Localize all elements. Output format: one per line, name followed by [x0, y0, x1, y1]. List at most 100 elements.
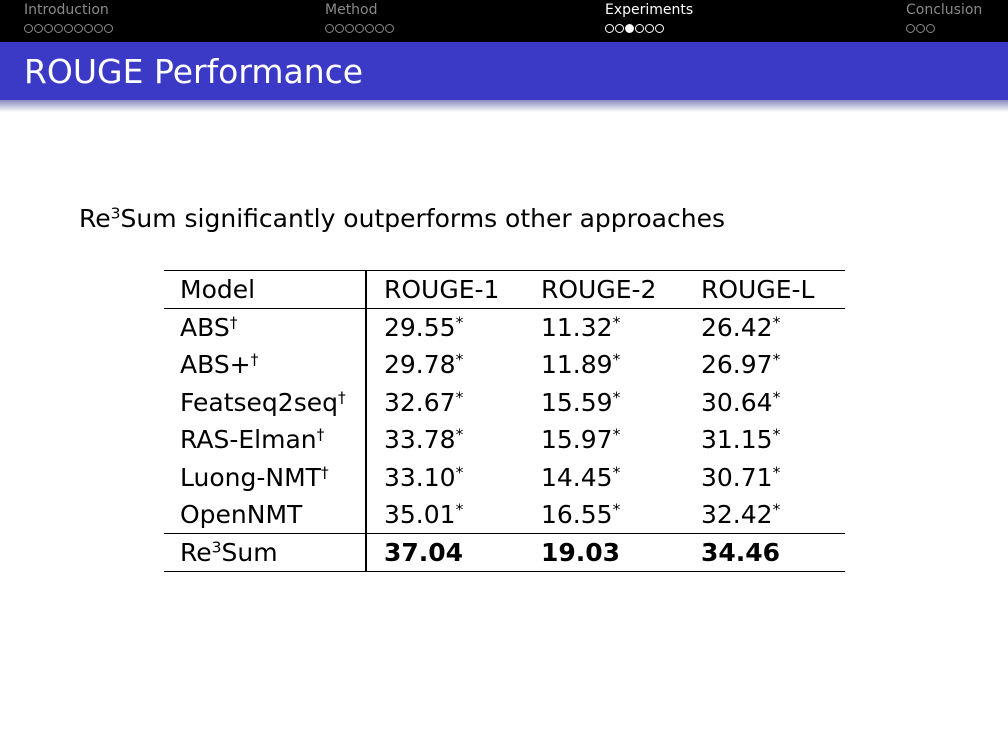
rouge-2-cell: 19.03 [541, 537, 621, 567]
nav-label[interactable]: Conclusion [906, 2, 983, 18]
rouge-results-table: Model ROUGE-1 ROUGE-2 ROUGE-L ABS† 29.55… [164, 270, 845, 572]
slide-dot[interactable] [104, 24, 113, 33]
significance-mark: * [772, 388, 781, 407]
model-name: Luong-NMT [180, 462, 321, 492]
lead-rest: Sum significantly outperforms other appr… [120, 204, 725, 233]
header-model: Model [164, 270, 367, 309]
slide-dot[interactable] [54, 24, 63, 33]
slide-dot[interactable] [64, 24, 73, 33]
slide-dot[interactable] [74, 24, 83, 33]
slide-dot[interactable] [375, 24, 384, 33]
table-header-row: Model ROUGE-1 ROUGE-2 ROUGE-L [164, 270, 845, 309]
slide-dot[interactable] [355, 24, 364, 33]
slide-dot[interactable] [94, 24, 103, 33]
nav-label[interactable]: Introduction [24, 2, 109, 18]
value: 16.55 [541, 500, 613, 530]
nav-section-introduction[interactable]: Introduction [24, 2, 113, 33]
significance-mark: * [772, 463, 781, 482]
rouge-2-cell: 16.55* [525, 496, 685, 534]
slide-dot[interactable] [635, 24, 644, 33]
model-cell: ABS+† [164, 345, 367, 384]
significance-mark: * [612, 350, 621, 369]
model-cell: ABS† [164, 308, 367, 346]
rouge-l-cell: 31.15* [685, 421, 845, 459]
nav-section-method[interactable]: Method [325, 2, 394, 33]
slide-dot[interactable] [645, 24, 654, 33]
value: 32.42 [701, 500, 773, 530]
table-row: Luong-NMT† 33.10* 14.45* 30.71* [164, 458, 845, 497]
significance-mark: * [612, 388, 621, 407]
slide-dot[interactable] [906, 24, 915, 33]
slide-dot[interactable] [655, 24, 664, 33]
lead-statement: Re3Sum significantly outperforms other a… [79, 203, 725, 235]
slide-dot[interactable] [24, 24, 33, 33]
slide-dot[interactable] [926, 24, 935, 33]
slide-title: ROUGE Performance [24, 52, 364, 91]
value: 14.45 [541, 462, 613, 492]
rouge-1-cell: 32.67* [366, 383, 525, 421]
table-row: ABS+† 29.78* 11.89* 26.97* [164, 345, 845, 384]
slide-dot[interactable] [605, 24, 614, 33]
rouge-1-cell: 33.10* [366, 458, 525, 496]
nav-section-experiments[interactable]: Experiments [605, 2, 693, 33]
significance-mark: * [612, 313, 621, 332]
significance-mark: * [612, 425, 621, 444]
nav-section-conclusion[interactable]: Conclusion [906, 2, 982, 33]
model-name: ABS [180, 312, 230, 342]
model-mark: † [337, 388, 346, 407]
model-mark: † [250, 350, 259, 369]
rouge-2-cell: 15.97* [525, 421, 685, 459]
rouge-1-cell: 37.04 [384, 537, 464, 567]
nav-dots [605, 24, 693, 33]
model-name: RAS-Elman [180, 425, 317, 455]
slide-dot[interactable] [335, 24, 344, 33]
significance-mark: * [455, 425, 464, 444]
model-mark: † [316, 425, 325, 444]
rouge-2-cell: 15.59* [525, 383, 685, 421]
model-cell: Featseq2seq† [164, 383, 367, 421]
significance-mark: * [772, 313, 781, 332]
rouge-1-cell: 29.55* [366, 308, 525, 346]
value: 26.97 [701, 349, 773, 379]
current-slide-dot[interactable] [625, 24, 634, 33]
slide-dot[interactable] [615, 24, 624, 33]
rouge-1-cell: 35.01* [366, 496, 525, 534]
value: 33.78 [384, 425, 456, 455]
nav-label[interactable]: Method [325, 2, 378, 18]
slide-dot[interactable] [44, 24, 53, 33]
slide-dot[interactable] [345, 24, 354, 33]
significance-mark: * [772, 350, 781, 369]
title-bar-shadow [0, 100, 1008, 112]
slide-dot[interactable] [84, 24, 93, 33]
slide-dot[interactable] [385, 24, 394, 33]
rouge-1-cell: 29.78* [366, 346, 525, 384]
title-bar: ROUGE Performance [0, 42, 1008, 100]
value: 29.55 [384, 312, 456, 342]
header-rouge-2: ROUGE-2 [541, 274, 657, 304]
model-cell: RAS-Elman† [164, 420, 367, 459]
nav-dots [906, 24, 982, 33]
slide-dot[interactable] [325, 24, 334, 33]
value: 32.67 [384, 387, 456, 417]
value: 30.64 [701, 387, 773, 417]
significance-mark: * [772, 425, 781, 444]
navigation-bar: Introduction Method Experiments Conclusi… [0, 0, 1008, 42]
model-name: Featseq2seq [180, 387, 338, 417]
nav-label[interactable]: Experiments [605, 2, 694, 18]
significance-mark: * [455, 313, 464, 332]
value: 11.89 [541, 349, 613, 379]
slide-dot[interactable] [916, 24, 925, 33]
value: 29.78 [384, 349, 456, 379]
model-cell: OpenNMT [164, 496, 367, 534]
lead-superscript: 3 [110, 204, 121, 223]
rouge-l-cell: 34.46 [701, 537, 781, 567]
slide-dot[interactable] [365, 24, 374, 33]
significance-mark: * [455, 388, 464, 407]
model-name: ABS+ [180, 349, 251, 379]
model-mark: † [229, 313, 238, 332]
rouge-2-cell: 11.32* [525, 308, 685, 346]
significance-mark: * [612, 463, 621, 482]
model-name-rest: Sum [221, 537, 278, 567]
slide-dot[interactable] [34, 24, 43, 33]
rouge-1-cell: 33.78* [366, 421, 525, 459]
